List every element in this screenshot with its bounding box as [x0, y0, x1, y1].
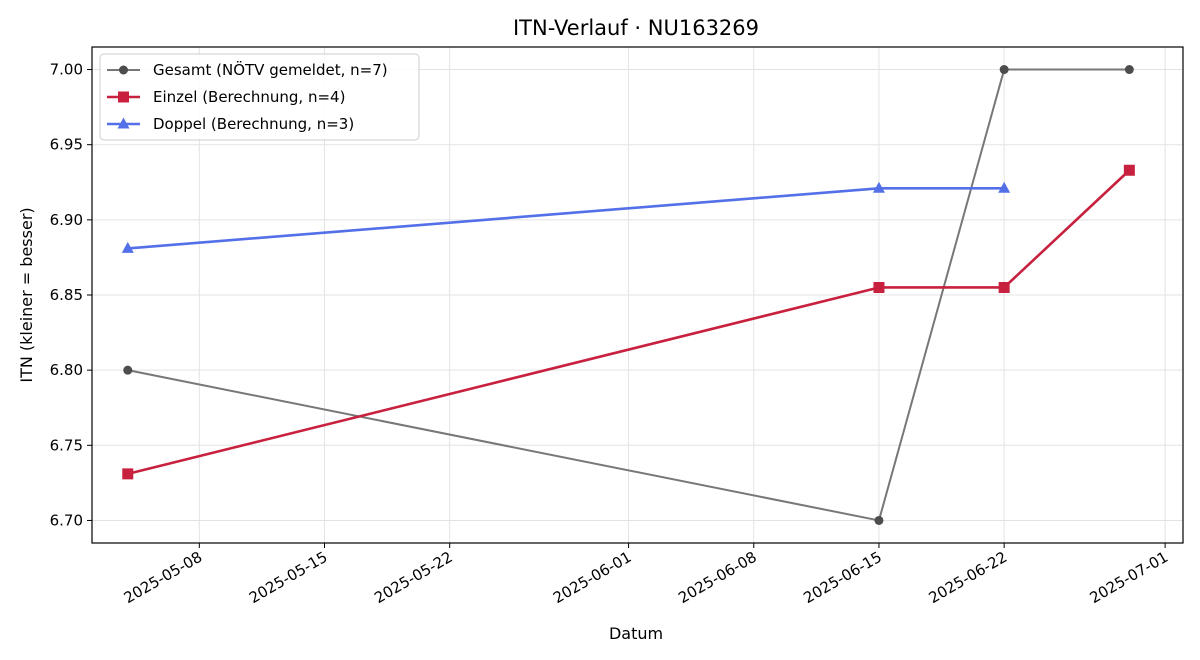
legend-label: Doppel (Berechnung, n=3) [153, 115, 354, 133]
data-point [123, 365, 133, 375]
legend-marker [117, 117, 130, 129]
series-square [122, 164, 1135, 480]
x-axis-ticks: 2025-05-08 2025-05-15 2025-05-22 2025-06-01… [121, 543, 1171, 607]
y-tick-label: 6.95 [50, 136, 83, 154]
x-tick-label: 2025-06-15 [800, 548, 885, 607]
series-line [127, 169, 1131, 476]
x-tick-label: 2025-07-01 [1087, 548, 1172, 607]
legend-box [99, 53, 420, 141]
data-point [999, 65, 1009, 75]
chart-title: ITN-Verlauf · NU163269 [513, 16, 759, 40]
series-line [127, 68, 1130, 522]
x-tick-label: 2025-06-01 [550, 548, 635, 607]
legend-marker [118, 91, 129, 103]
legend-marker [119, 65, 128, 75]
y-tick-label: 6.75 [50, 436, 83, 454]
legend: Gesamt (NÖTV gemeldet, n=7) Einzel (Berec… [99, 53, 420, 141]
data-point [998, 181, 1011, 193]
series-triangle [121, 181, 1011, 253]
y-axis-title: ITN (kleiner = besser) [17, 207, 36, 382]
legend-label: Gesamt (NÖTV gemeldet, n=7) [153, 60, 388, 79]
y-tick-label: 6.90 [50, 211, 83, 229]
data-point [121, 241, 134, 253]
legend-label: Einzel (Berechnung, n=4) [153, 88, 345, 106]
data-point [873, 281, 885, 293]
series-circle [123, 65, 1134, 525]
x-tick-label: 2025-06-22 [926, 548, 1011, 607]
series-line [127, 186, 1005, 250]
data-point [1123, 164, 1135, 176]
y-tick-label: 6.80 [50, 361, 83, 379]
data-point [998, 281, 1010, 293]
grid-lines [92, 47, 1183, 543]
data-point [872, 181, 885, 193]
y-tick-label: 7.00 [50, 61, 83, 79]
x-tick-label: 2025-06-08 [675, 548, 760, 607]
series-layer [121, 65, 1135, 525]
x-axis-title: Datum [609, 624, 663, 643]
x-tick-label: 2025-05-15 [246, 548, 331, 607]
y-axis-ticks: 6.70 6.75 6.80 6.85 6.90 6.95 7.00 [50, 61, 92, 529]
y-tick-label: 6.70 [50, 511, 83, 529]
data-point [874, 515, 884, 525]
data-point [122, 468, 134, 480]
y-tick-label: 6.85 [50, 286, 83, 304]
data-point [1124, 65, 1134, 75]
x-tick-label: 2025-05-08 [121, 548, 206, 607]
x-tick-label: 2025-05-22 [371, 548, 456, 607]
